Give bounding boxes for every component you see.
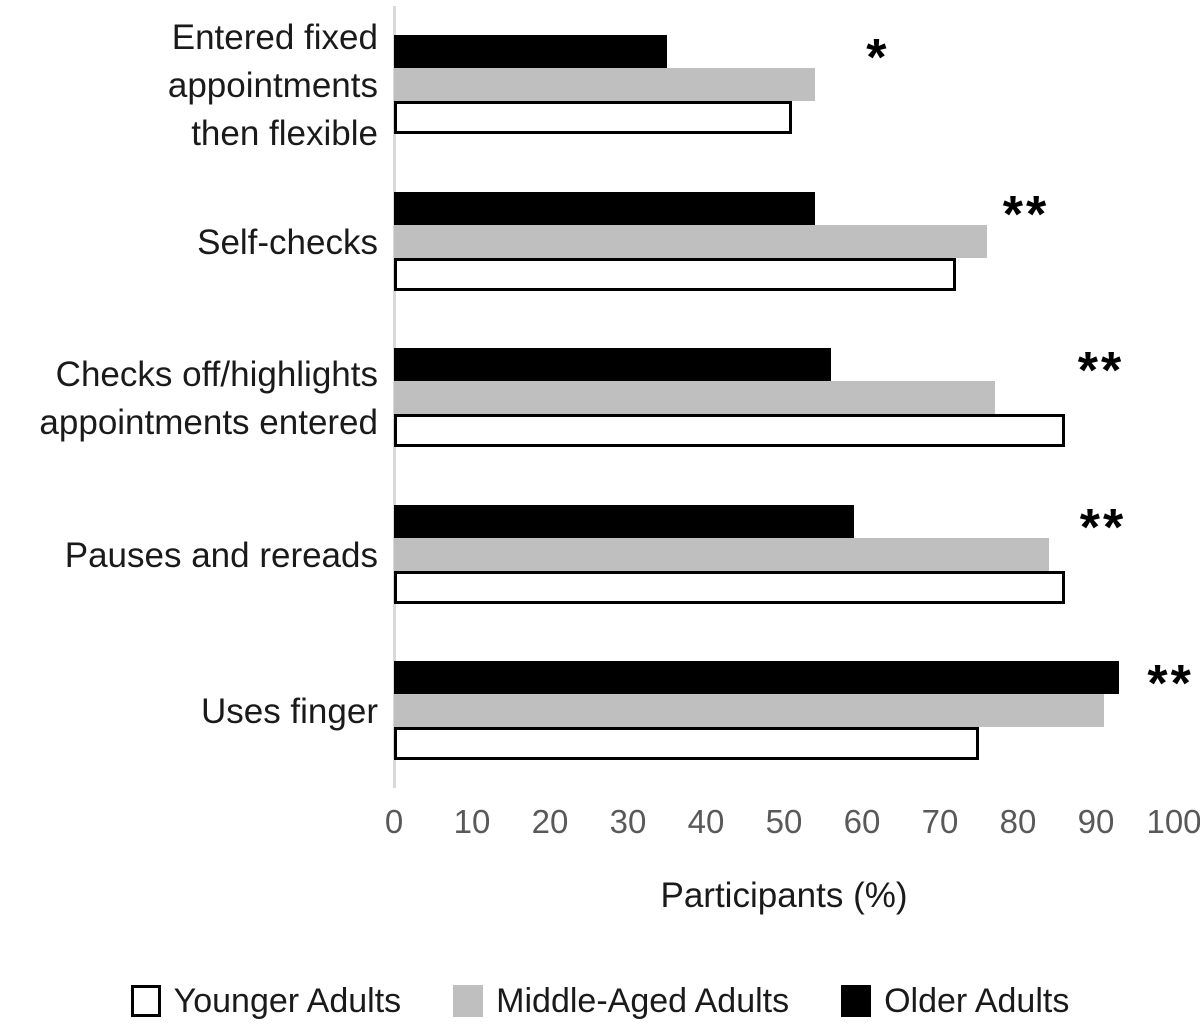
- legend: Younger Adults Middle-Aged Adults Older Ad…: [0, 980, 1200, 1022]
- category-label: Checks off/highlights appointments entere…: [39, 355, 378, 442]
- bar-older-adults: [394, 348, 831, 381]
- legend-label: Older Adults: [884, 982, 1070, 1020]
- legend-swatch: [841, 985, 872, 1017]
- x-tick-label: 40: [687, 803, 725, 840]
- bar-middle-aged-adults: [394, 537, 1050, 571]
- bar-older-adults: [394, 35, 667, 68]
- category-label: Self-checks: [197, 222, 378, 262]
- legend-label: Middle-Aged Adults: [496, 982, 790, 1020]
- bar-middle-aged-adults: [394, 381, 995, 414]
- x-tick-label: 0: [384, 803, 404, 840]
- bar-middle-aged-adults: [394, 68, 816, 101]
- bar-older-adults: [394, 661, 1120, 694]
- significance-marker: **: [1002, 185, 1050, 244]
- legend-swatch: [130, 985, 161, 1017]
- legend-item: Middle-Aged Adults: [453, 984, 789, 1018]
- category-label: Entered fixed appointments then flexible: [167, 18, 378, 153]
- x-tick-label: 20: [531, 803, 569, 840]
- bar-younger-adults: [394, 257, 956, 291]
- bar-middle-aged-adults: [394, 224, 987, 258]
- category-label: Uses finger: [200, 692, 378, 731]
- bar-younger-adults: [394, 727, 979, 760]
- x-tick-label: 80: [999, 803, 1037, 840]
- x-tick-label: 70: [921, 803, 959, 840]
- x-tick-label: 50: [765, 803, 803, 840]
- bar-younger-adults: [394, 101, 792, 134]
- significance-marker: **: [1077, 342, 1125, 400]
- significance-marker: **: [1079, 498, 1127, 557]
- significance-marker: **: [1147, 655, 1194, 713]
- significance-marker: *: [866, 29, 890, 87]
- legend-swatch: [453, 985, 484, 1017]
- legend-label: Younger Adults: [173, 982, 402, 1020]
- bar-younger-adults: [394, 570, 1065, 604]
- bar-older-adults: [394, 191, 816, 225]
- bar-middle-aged-adults: [394, 694, 1104, 727]
- category-label: Pauses and rereads: [64, 535, 378, 575]
- x-tick-label: 100: [1146, 803, 1200, 840]
- x-tick-label: 30: [609, 803, 647, 840]
- legend-item: Older Adults: [841, 984, 1069, 1018]
- bar-younger-adults: [394, 414, 1065, 447]
- x-tick-label: 60: [843, 803, 881, 840]
- x-axis-title: Participants (%): [660, 876, 908, 915]
- x-tick-label: 10: [453, 803, 491, 840]
- bar-older-adults: [394, 504, 855, 538]
- x-tick-label: 90: [1077, 803, 1115, 840]
- legend-item: Younger Adults: [130, 982, 402, 1020]
